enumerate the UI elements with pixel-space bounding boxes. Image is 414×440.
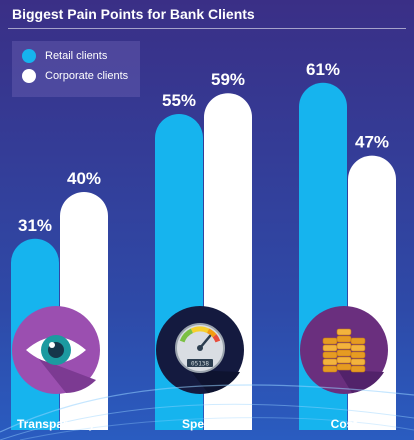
coin bbox=[336, 363, 352, 371]
title-divider bbox=[8, 28, 406, 29]
eye-icon-shadow bbox=[38, 358, 96, 393]
coin bbox=[322, 358, 338, 366]
eye-icon-highlight bbox=[49, 342, 55, 348]
value-label-corporate-clients-cost: 47% bbox=[355, 133, 389, 152]
coin bbox=[350, 344, 366, 352]
speedometer-icon-odometer bbox=[187, 359, 213, 367]
decorative-waves bbox=[0, 384, 414, 440]
legend-swatch-corporate bbox=[22, 69, 36, 83]
value-label-corporate-clients-speed: 59% bbox=[211, 70, 245, 89]
coin bbox=[322, 365, 338, 373]
legend-label-corporate: Corporate clients bbox=[45, 70, 129, 82]
value-label-retail-clients-speed: 55% bbox=[162, 91, 196, 110]
coin bbox=[350, 365, 366, 373]
legend-swatch-retail bbox=[22, 49, 36, 63]
coin bbox=[322, 337, 338, 345]
coin bbox=[336, 328, 352, 336]
speedometer-icon-arc bbox=[206, 328, 217, 338]
coin bbox=[350, 358, 366, 366]
icons-layer: 05138 bbox=[12, 306, 388, 394]
labels-layer: 31% 40% Transparency 55% 59% Speed 61% 47% Cost bbox=[17, 60, 389, 431]
category-label-transparency: Transparency bbox=[17, 417, 95, 431]
value-label-corporate-clients-transparency: 40% bbox=[67, 169, 101, 188]
speedometer-icon: 05138 bbox=[156, 306, 244, 394]
speedometer-icon-arc bbox=[190, 326, 210, 334]
coin bbox=[322, 344, 338, 352]
speedometer-icon-readout: 05138 bbox=[191, 361, 209, 368]
category-label-cost: Cost bbox=[331, 417, 358, 431]
coin bbox=[322, 351, 338, 359]
speedometer-icon-arc bbox=[212, 334, 221, 343]
coin-stack-icon-shadow bbox=[338, 370, 384, 393]
category-label-speed: Speed bbox=[182, 417, 218, 431]
coin bbox=[336, 349, 352, 357]
coin bbox=[350, 337, 366, 345]
legend-item-retail: Retail clients bbox=[22, 49, 107, 63]
legend-label-retail: Retail clients bbox=[45, 50, 108, 62]
speedometer-icon-shadow bbox=[190, 370, 240, 393]
coin bbox=[350, 351, 366, 359]
chart-title: Biggest Pain Points for Bank Clients bbox=[12, 6, 255, 22]
value-label-retail-clients-transparency: 31% bbox=[18, 216, 52, 235]
legend-item-corporate: Corporate clients bbox=[22, 69, 128, 83]
coin bbox=[336, 356, 352, 364]
speedometer-icon-hub bbox=[197, 345, 203, 351]
coin-stack-icon bbox=[300, 306, 388, 394]
speedometer-icon-arc bbox=[179, 328, 194, 343]
legend: Retail clients Corporate clients bbox=[12, 41, 140, 97]
coin bbox=[336, 342, 352, 350]
value-label-retail-clients-cost: 61% bbox=[306, 60, 340, 79]
eye-icon bbox=[12, 306, 100, 394]
coin bbox=[336, 335, 352, 343]
